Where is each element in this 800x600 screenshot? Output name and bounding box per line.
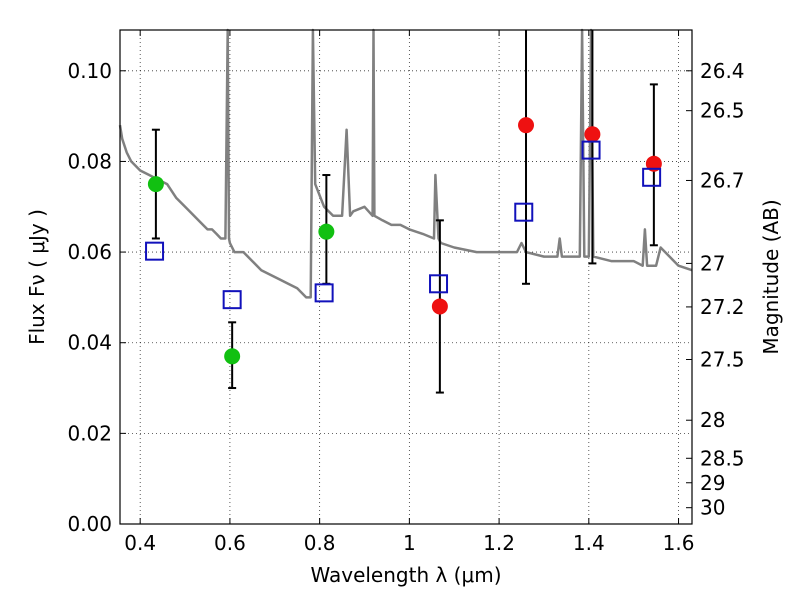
- y-tick-label: 0.00: [67, 512, 112, 536]
- y2-tick-label: 29: [700, 471, 725, 495]
- model-point-square: [581, 140, 601, 160]
- data-point-circle: [431, 298, 448, 315]
- grid-lines: [120, 30, 692, 524]
- template-spectrum-line: [118, 28, 693, 299]
- x-tick-label: 1: [403, 531, 416, 555]
- axis-ticks: 0.4 0.6 0.8 1 1.2 1.4 1.6 0.00 0.02 0.04 0.06 0.08 0…: [67, 30, 745, 555]
- x-tick-label: 1.2: [483, 531, 515, 555]
- plot-frame: [119, 29, 693, 525]
- y2-tick-label: 27.5: [700, 347, 745, 371]
- y-tick-label: 0.06: [67, 240, 112, 264]
- y2-tick-label: 30: [700, 496, 725, 520]
- x-tick-label: 1.6: [663, 531, 695, 555]
- data-point-circle: [147, 176, 164, 193]
- y-tick-label: 0.02: [67, 421, 112, 445]
- y2-tick-label: 28: [700, 408, 725, 432]
- chart-series: [118, 28, 693, 394]
- x-tick-label: 1.4: [573, 531, 605, 555]
- data-point-circle: [584, 126, 601, 143]
- x-axis-title: Wavelength λ (μm): [310, 563, 501, 587]
- y-axis-title: Flux Fν ( μJy ): [25, 209, 49, 345]
- data-point-circle: [318, 223, 335, 240]
- model-point-square: [222, 290, 242, 310]
- model-point-square: [145, 241, 165, 261]
- model-point-square: [642, 167, 662, 187]
- model-point-square: [514, 202, 534, 222]
- x-tick-label: 0.8: [304, 531, 336, 555]
- data-point-circle: [645, 155, 662, 172]
- y2-tick-label: 27.2: [700, 295, 745, 319]
- x-tick-label: 0.6: [214, 531, 246, 555]
- y2-tick-label: 26.7: [700, 168, 745, 192]
- y2-tick-label: 28.5: [700, 446, 745, 470]
- data-point-circle: [224, 348, 241, 365]
- y2-tick-label: 26.5: [700, 99, 745, 123]
- y2-axis-title: Magnitude (AB): [759, 199, 783, 354]
- y-tick-label: 0.10: [67, 59, 112, 83]
- x-tick-label: 0.4: [124, 531, 156, 555]
- y2-tick-label: 27: [700, 251, 725, 275]
- data-point-circle: [518, 117, 535, 134]
- y-tick-label: 0.08: [67, 149, 112, 173]
- y2-tick-label: 26.4: [700, 59, 745, 83]
- model-point-square: [314, 283, 334, 303]
- model-point-square: [429, 274, 449, 294]
- y-tick-label: 0.04: [67, 331, 112, 355]
